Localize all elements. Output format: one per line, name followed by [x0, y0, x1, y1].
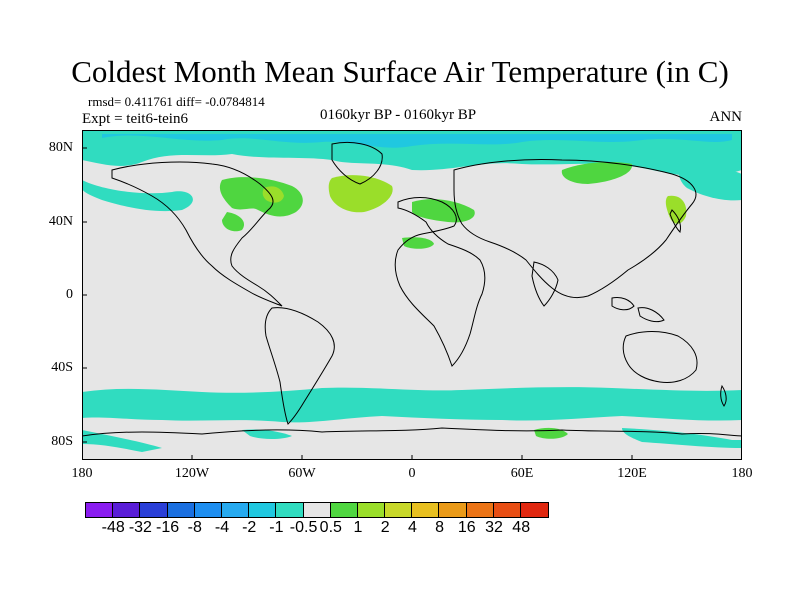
colorbar-swatch: [194, 503, 222, 517]
season-label: ANN: [709, 109, 743, 125]
colorbar-tick-label: 48: [512, 519, 531, 536]
colorbar-tick-label: -32: [128, 519, 152, 536]
colorbar-tick-label: 2: [380, 519, 390, 536]
arctic-anomaly-band: [82, 130, 742, 212]
map-title: Coldest Month Mean Surface Air Temperatu…: [71, 54, 729, 89]
colorbar-swatch: [357, 503, 386, 517]
stats-label: rmsd= 0.411761 diff= -0.0784814: [88, 94, 265, 109]
colorbar-swatch: [140, 503, 168, 517]
lon-label-180w: 180: [71, 466, 93, 481]
map-panel: [82, 130, 742, 460]
lat-label-0: 0: [66, 287, 73, 302]
lat-label-80s: 80S: [51, 434, 73, 449]
colorbar-swatch: [86, 503, 114, 517]
positive-anomaly-patches: [219, 162, 687, 439]
axis-ticks: [82, 147, 742, 460]
colorbar-swatch: [493, 503, 521, 517]
colorbar-swatch: [330, 503, 358, 517]
coastlines: [82, 141, 742, 437]
lon-label-60w: 60W: [288, 466, 316, 481]
colorbar-tick-label: -4: [214, 519, 230, 536]
southern-anomaly-bands: [82, 387, 742, 452]
colorbar-swatch: [385, 503, 413, 517]
colorbar-swatch: [303, 503, 331, 517]
colorbar-swatch: [113, 503, 141, 517]
colorbar-tick-label: 8: [435, 519, 445, 536]
colorbar-tick-label: -8: [187, 519, 202, 536]
colorbar-swatch: [167, 503, 195, 517]
colorbar-swatch: [221, 503, 250, 517]
colorbar: [85, 502, 550, 518]
colorbar-tick-label: -16: [156, 519, 180, 536]
lon-label-180e: 180: [731, 466, 753, 481]
colorbar-tick-label: 1: [353, 519, 363, 536]
colorbar-tick-label: -1: [269, 519, 284, 536]
colorbar-swatch: [412, 503, 440, 517]
colorbar-swatch: [249, 503, 277, 517]
experiment-label: Expt = teit6-tein6: [82, 111, 188, 127]
colorbar-tick-label: 16: [457, 519, 476, 536]
colorbar-swatch: [521, 503, 549, 517]
colorbar-tick-label: 4: [407, 519, 417, 536]
colorbar-swatch: [276, 503, 304, 517]
colorbar-tick-label: -2: [242, 519, 257, 536]
colorbar-tick-label: -0.5: [289, 519, 318, 536]
period-label: 0160kyr BP - 0160kyr BP: [320, 107, 477, 123]
lon-label-120e: 120E: [617, 466, 647, 481]
lon-label-60e: 60E: [510, 466, 534, 481]
colorbar-tick-label: 0.5: [319, 519, 342, 536]
lon-label-120w: 120W: [174, 466, 210, 481]
lat-label-40n: 40N: [48, 214, 73, 229]
colorbar-swatch: [439, 503, 467, 517]
colorbar-tick-label: -48: [101, 519, 125, 536]
lat-label-80n: 80N: [48, 140, 73, 155]
colorbar-swatch: [466, 503, 494, 517]
lat-label-40s: 40S: [51, 360, 73, 375]
lon-label-0: 0: [408, 466, 416, 481]
colorbar-tick-label: 32: [485, 519, 503, 536]
